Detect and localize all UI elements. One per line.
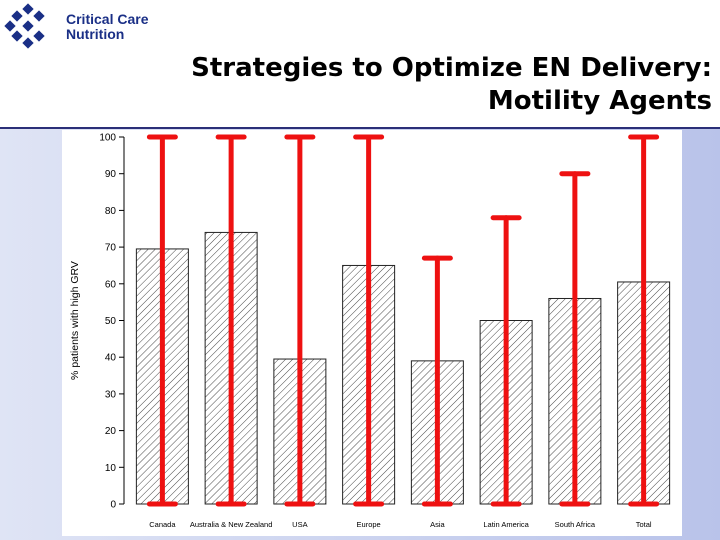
x-category-label: Total — [636, 520, 652, 529]
x-category-label: South Africa — [555, 520, 596, 529]
header-divider — [0, 127, 720, 129]
x-category-label: Canada — [149, 520, 176, 529]
x-category-label: Australia & New Zealand — [190, 520, 273, 529]
ccn-logo-icon — [4, 3, 45, 49]
y-tick-label: 50 — [105, 316, 117, 327]
y-tick-label: 40 — [105, 353, 117, 364]
x-category-label: Asia — [430, 520, 445, 529]
y-tick-label: 20 — [105, 426, 117, 437]
y-tick-label: 100 — [99, 133, 116, 144]
chart-panel: 0 10 20 30 40 50 60 70 80 90 100 % patients with hi… — [62, 130, 682, 536]
x-category-label: USA — [292, 520, 307, 529]
slide-title-line-2: Motility Agents — [487, 86, 712, 116]
bar-chart: 0 10 20 30 40 50 60 70 80 90 100 % patients with hi… — [69, 133, 671, 529]
y-tick-label: 80 — [105, 206, 117, 217]
y-tick-label: 10 — [105, 463, 117, 474]
logo-line-2: Nutrition — [66, 26, 125, 42]
logo-line-1: Critical Care — [66, 11, 149, 27]
x-category-label: Europe — [357, 520, 381, 529]
slide-title: Strategies to Optimize EN Delivery: Moti… — [72, 52, 712, 118]
y-tick-label: 60 — [105, 279, 117, 290]
y-tick-label: 70 — [105, 243, 117, 254]
slide-title-line-1: Strategies to Optimize EN Delivery: — [191, 53, 712, 83]
y-tick-label: 0 — [110, 500, 116, 511]
logo-text: Critical Care Nutrition — [66, 12, 148, 42]
y-tick-label: 30 — [105, 389, 117, 400]
x-category-label: Latin America — [483, 520, 529, 529]
ccn-logo: Critical Care Nutrition — [2, 2, 202, 50]
y-tick-label: 90 — [105, 169, 117, 180]
y-axis-title: % patients with high GRV — [69, 261, 81, 380]
